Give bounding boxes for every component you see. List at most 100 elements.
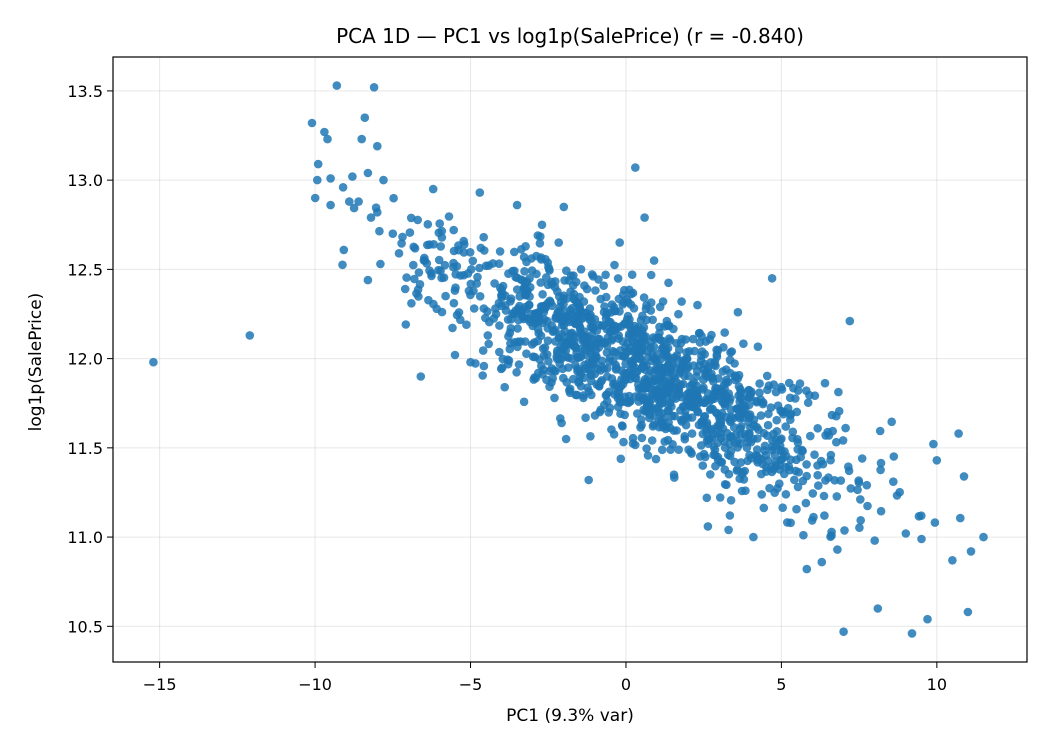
y-tick-label: 12.0 [67,350,103,369]
data-point [813,424,822,433]
data-point [615,392,624,402]
data-point [409,260,418,270]
data-point [554,238,563,247]
data-point [338,260,347,270]
data-point [763,420,773,430]
data-point [549,366,559,375]
data-point [587,316,596,326]
data-point [500,382,510,392]
y-tick-label: 10.5 [67,617,103,636]
data-point [689,378,698,387]
data-point [802,460,811,469]
data-point [674,445,683,455]
data-point [854,478,864,487]
data-point [607,334,617,344]
data-point [498,354,508,364]
data-point [696,441,706,450]
data-point [590,411,600,420]
data-point [670,411,679,421]
data-point [695,328,704,338]
data-point [616,454,626,464]
data-point [498,363,507,373]
data-point [824,473,833,482]
data-point [793,386,803,395]
data-point [720,443,730,453]
data-point [574,315,583,325]
data-point [559,202,569,212]
data-point [496,283,505,293]
data-point [762,467,771,476]
data-point [625,285,634,295]
data-point [348,172,357,181]
data-point [791,466,800,476]
data-point [637,433,647,443]
data-point [538,290,547,299]
data-point [834,387,843,397]
data-point [786,455,795,465]
data-point [579,393,588,403]
data-point [478,371,488,380]
data-point [826,455,835,465]
data-point [519,397,529,407]
data-point [513,337,523,347]
data-point [785,393,795,403]
data-point [332,81,342,90]
data-point [838,436,848,445]
data-point [495,321,504,330]
data-point [718,367,728,376]
data-point [733,307,743,317]
data-point [436,242,446,251]
data-point [388,229,398,238]
data-point [677,297,686,306]
data-point [415,280,425,289]
data-point [725,511,735,520]
data-point [720,328,729,337]
data-point [772,427,782,436]
data-point [802,471,811,481]
data-point [622,370,631,380]
data-point [892,491,902,500]
x-axis-label: PC1 (9.3% var) [506,706,634,726]
data-point [703,366,713,375]
data-point [806,431,815,441]
data-point [636,341,645,351]
data-point [632,325,642,334]
data-point [808,489,818,498]
data-point [876,506,886,516]
data-point [639,405,648,415]
data-point [402,273,411,282]
x-tick-label: −15 [143,675,177,694]
data-point [373,141,382,151]
data-point [744,385,754,395]
data-point [672,351,681,360]
data-point [966,547,976,556]
data-point [489,314,499,323]
data-point [836,476,846,485]
data-point [699,449,709,459]
data-point [609,324,618,334]
data-point [669,470,679,480]
chart-title: PCA 1D — PC1 vs log1p(SalePrice) (r = -0… [336,24,804,48]
data-point [793,434,802,444]
data-point [639,361,648,371]
data-point [587,339,597,348]
data-point [376,259,385,269]
data-point [616,382,626,391]
data-point [618,300,627,309]
data-point [363,168,373,178]
data-point [752,422,762,432]
data-point [832,411,841,421]
data-point [606,317,615,327]
data-point [657,344,667,353]
data-point [793,445,802,454]
data-point [459,236,469,246]
data-point [889,477,898,487]
data-point [643,451,653,460]
data-point [313,159,323,169]
data-point [536,278,545,287]
data-point [963,607,973,617]
data-point [397,239,406,248]
data-point [702,493,712,503]
data-point [914,512,924,521]
